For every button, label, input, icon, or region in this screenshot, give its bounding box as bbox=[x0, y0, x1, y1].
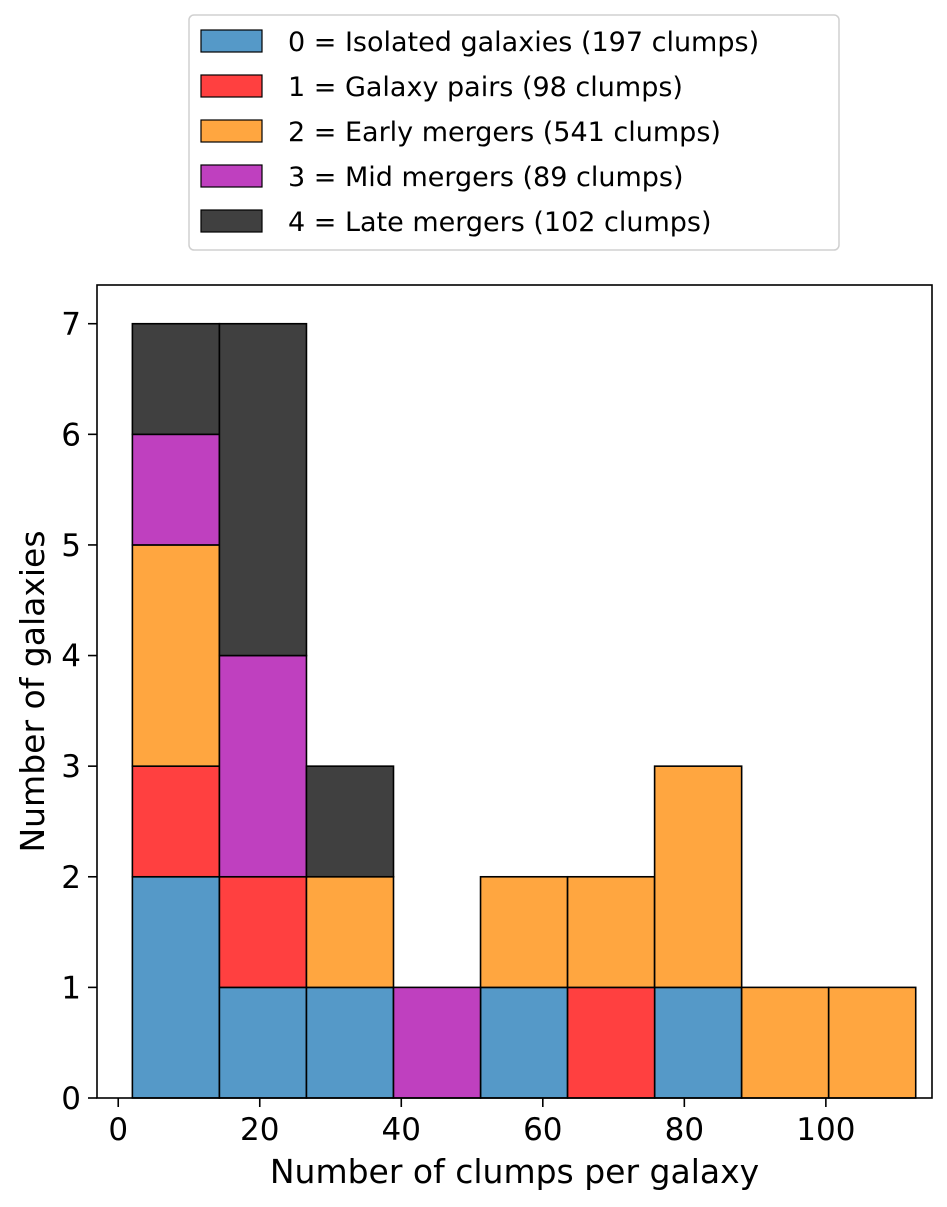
bar-series0-bin1 bbox=[218, 986, 308, 1099]
y-tick-label-7: 7 bbox=[61, 307, 81, 343]
bar-series4-bin0 bbox=[131, 322, 221, 436]
bar-series1-bin0 bbox=[131, 765, 221, 878]
legend-label-2: 2 = Early mergers (541 clumps) bbox=[288, 117, 721, 148]
bar-series2-bin2 bbox=[305, 875, 395, 989]
bar-series2-bin0 bbox=[131, 544, 221, 767]
bar-series2-bin7 bbox=[740, 986, 830, 1099]
bar-series0-bin4 bbox=[479, 986, 569, 1099]
legend-swatch-4 bbox=[200, 209, 263, 233]
x-tick-label-40: 40 bbox=[382, 1112, 421, 1148]
bar-series3-bin0 bbox=[131, 433, 221, 546]
y-axis-ticks: 0 1 2 3 4 5 6 7 bbox=[61, 307, 97, 1117]
legend-frame bbox=[188, 14, 840, 251]
legend-swatch-3 bbox=[200, 164, 263, 188]
x-tick-label-60: 60 bbox=[523, 1112, 562, 1148]
legend-label-0: 0 = Isolated galaxies (197 clumps) bbox=[288, 27, 759, 58]
y-tick-label-6: 6 bbox=[61, 417, 81, 453]
y-tick-label-5: 5 bbox=[61, 528, 81, 564]
bar-series3-bin3 bbox=[392, 986, 482, 1099]
bar-series0-bin2 bbox=[305, 986, 395, 1099]
legend-label-1: 1 = Galaxy pairs (98 clumps) bbox=[288, 72, 683, 103]
bar-series1-bin5 bbox=[566, 986, 656, 1099]
bar-series2-bin6 bbox=[653, 765, 743, 989]
x-axis-label: Number of clumps per galaxy bbox=[270, 1152, 759, 1191]
y-tick-label-4: 4 bbox=[61, 639, 81, 675]
bar-series1-bin1 bbox=[218, 875, 308, 989]
legend-swatch-1 bbox=[200, 74, 263, 98]
legend-swatch-0 bbox=[200, 29, 263, 53]
bar-series3-bin1 bbox=[218, 654, 308, 878]
x-tick-label-100: 100 bbox=[796, 1112, 855, 1148]
legend-swatch-2 bbox=[200, 119, 263, 143]
legend: 0 = Isolated galaxies (197 clumps) 1 = Ga… bbox=[188, 14, 840, 251]
bar-series4-bin2 bbox=[305, 765, 395, 878]
bar-series0-bin0 bbox=[131, 875, 221, 1099]
x-tick-label-20: 20 bbox=[240, 1112, 279, 1148]
y-tick-label-2: 2 bbox=[61, 860, 81, 896]
legend-label-3: 3 = Mid mergers (89 clumps) bbox=[288, 162, 684, 193]
y-tick-label-1: 1 bbox=[61, 970, 81, 1006]
bar-series2-bin4 bbox=[479, 875, 569, 989]
y-tick-label-0: 0 bbox=[61, 1081, 81, 1117]
y-tick-label-3: 3 bbox=[61, 749, 81, 785]
plot-frame bbox=[96, 284, 933, 1099]
bar-series2-bin8 bbox=[827, 986, 917, 1099]
bar-series0-bin6 bbox=[653, 986, 743, 1099]
legend-label-4: 4 = Late mergers (102 clumps) bbox=[288, 207, 712, 238]
bar-series2-bin5 bbox=[566, 875, 656, 989]
bar-layer bbox=[131, 322, 917, 1099]
y-axis-label: Number of galaxies bbox=[13, 530, 52, 852]
x-tick-label-80: 80 bbox=[665, 1112, 704, 1148]
bar-series4-bin1 bbox=[218, 322, 308, 657]
x-axis-ticks: 0 20 40 60 80 100 bbox=[108, 1098, 855, 1148]
x-tick-label-0: 0 bbox=[108, 1112, 128, 1148]
